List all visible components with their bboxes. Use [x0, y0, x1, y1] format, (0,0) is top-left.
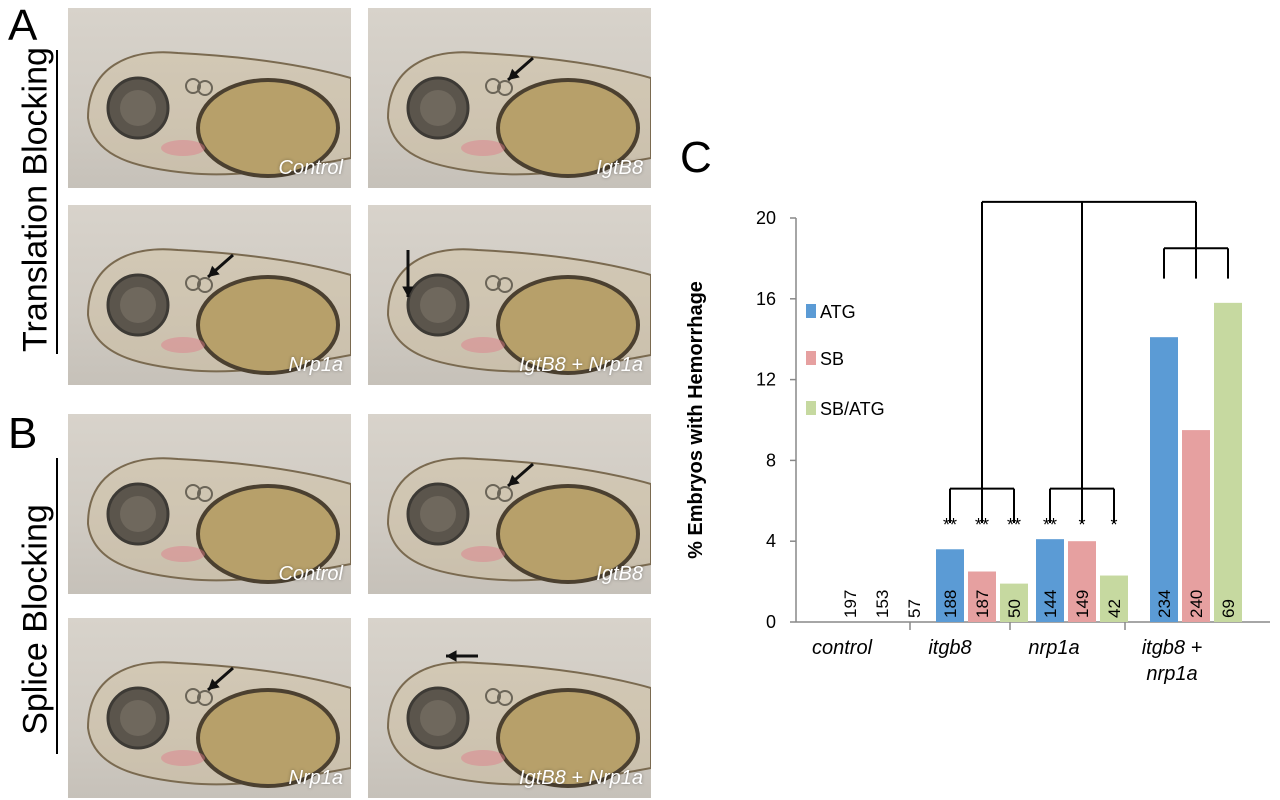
hemorrhage-arrow-icon [207, 253, 234, 279]
embryo-illustration [386, 650, 651, 788]
significance-marker: * [1078, 515, 1085, 535]
embryo-caption: Nrp1a [288, 354, 343, 376]
y-tick-label: 0 [766, 612, 776, 632]
category-label: itgb8 + [1142, 637, 1203, 659]
y-tick-label: 8 [766, 450, 776, 470]
embryo-image-a-4: IgtB8 + Nrp1a [368, 205, 651, 385]
bar-n-label: 187 [973, 590, 992, 618]
y-tick-label: 4 [766, 531, 776, 551]
significance-marker: ** [975, 515, 989, 535]
bar-sb [1068, 541, 1096, 622]
bar-n-label: 57 [905, 599, 924, 618]
bar-atg [936, 549, 964, 622]
embryo-caption: IgtB8 + Nrp1a [519, 354, 643, 376]
legend-label: SB/ATG [820, 399, 885, 419]
bar-n-label: 234 [1155, 590, 1174, 618]
embryo-caption: IgtB8 + Nrp1a [519, 767, 643, 789]
embryo-illustration [386, 51, 651, 178]
embryo-caption: IgtB8 [596, 563, 643, 585]
embryo-image-b-3: Nrp1a [68, 618, 351, 798]
panel-letter-c: C [680, 133, 712, 182]
bar-n-label: 144 [1041, 590, 1060, 618]
bar-sb [968, 571, 996, 622]
bar-n-label: 153 [873, 590, 892, 618]
embryo-illustration [86, 661, 351, 788]
bar-atg [1036, 539, 1064, 622]
comparison-bracket [949, 201, 1015, 524]
legend-swatch [806, 351, 816, 365]
embryo-caption: IgtB8 [596, 157, 643, 179]
y-tick-label: 20 [756, 208, 776, 228]
bar-n-label: 69 [1219, 599, 1238, 618]
embryo-illustration [86, 51, 351, 178]
embryo-image-a-3: Nrp1a [68, 205, 351, 385]
embryo-illustration [386, 457, 651, 584]
embryo-image-a-2: IgtB8 [368, 8, 651, 188]
hemorrhage-arrow-icon [507, 462, 534, 488]
y-axis-label: % Embryos with Hemorrhage [685, 281, 707, 559]
embryo-illustration [386, 248, 651, 375]
y-tick-label: 16 [756, 289, 776, 309]
bar-sb [1182, 430, 1210, 622]
embryo-caption: Control [278, 563, 343, 585]
significance-marker: ** [1043, 515, 1057, 535]
category-label: itgb8 [928, 637, 971, 659]
embryo-illustration [86, 248, 351, 375]
bar-atg [1150, 337, 1178, 622]
panel-letter-b: B [8, 409, 38, 458]
embryo-image-a-1: Control [68, 8, 351, 188]
bar-sb-atg [1100, 575, 1128, 622]
embryo-image-b-4: IgtB8 + Nrp1a [368, 618, 651, 798]
translation-blocking-label: Translation Blocking [16, 47, 55, 352]
embryo-image-b-1: Control [68, 414, 351, 594]
comparison-bracket [1049, 201, 1115, 524]
hemorrhage-arrow-icon [507, 56, 534, 82]
bar-n-label: 197 [841, 590, 860, 618]
comparison-bracket [1163, 201, 1229, 279]
embryo-caption: Nrp1a [288, 767, 343, 789]
significance-marker: ** [1007, 515, 1021, 535]
splice-blocking-line [56, 458, 58, 754]
hemorrhage-arrow-icon [207, 666, 234, 692]
translation-blocking-line [56, 50, 58, 354]
bar-n-label: 149 [1073, 590, 1092, 618]
legend-swatch [806, 304, 816, 318]
hemorrhage-arrow-icon [446, 650, 478, 662]
y-tick-label: 12 [756, 370, 776, 390]
chart-svg: 0 4 8 12 16 20 % Embryos with Hemorrhage 197 153… [685, 200, 1270, 685]
hemorrhage-arrow-icon [402, 250, 414, 297]
legend-label: SB [820, 349, 844, 369]
category-label: control [812, 637, 873, 659]
bar-n-label: 42 [1105, 599, 1124, 618]
significance-marker: * [1110, 515, 1117, 535]
bar-n-label: 188 [941, 590, 960, 618]
splice-blocking-label: Splice Blocking [16, 504, 55, 735]
embryo-image-b-2: IgtB8 [368, 414, 651, 594]
category-label: nrp1a [1146, 663, 1197, 685]
category-label: nrp1a [1028, 637, 1079, 659]
embryo-caption: Control [278, 157, 343, 179]
legend-swatch [806, 401, 816, 415]
bar-n-label: 240 [1187, 590, 1206, 618]
bar-n-label: 50 [1005, 599, 1024, 618]
embryo-illustration [86, 457, 351, 584]
bar-sb-atg [1000, 583, 1028, 622]
panel-letter-a: A [8, 1, 38, 50]
hemorrhage-chart: 0 4 8 12 16 20 % Embryos with Hemorrhage 197 153… [660, 120, 1280, 800]
bar-sb-atg [1214, 302, 1242, 622]
significance-marker: ** [943, 515, 957, 535]
legend-label: ATG [820, 302, 856, 322]
